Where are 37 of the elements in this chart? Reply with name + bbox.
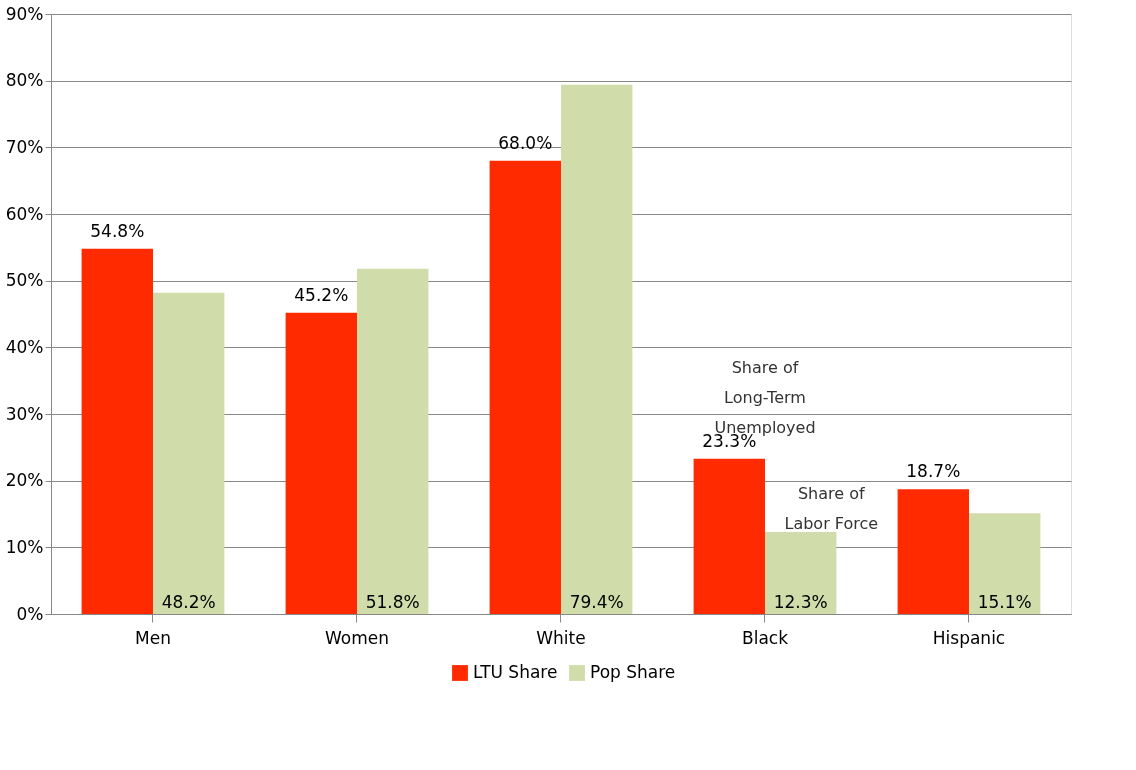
x-tick-label: Black (742, 627, 789, 648)
legend-label: Pop Share (590, 662, 676, 682)
data-label: 68.0% (498, 132, 553, 153)
bar (285, 312, 357, 614)
annotation: Share of Labor Force (784, 484, 879, 533)
bar (897, 489, 969, 614)
bar (561, 84, 633, 614)
y-tick-label: 70% (5, 136, 44, 157)
y-tick-label: 60% (5, 203, 44, 224)
data-label: 51.8% (365, 592, 420, 612)
x-tick-label: Women (324, 627, 390, 648)
data-label: 18.7% (906, 461, 961, 482)
data-label: 54.8% (90, 220, 145, 241)
y-tick-label: 90% (5, 3, 44, 24)
data-label: 15.1% (977, 592, 1032, 612)
bar (153, 292, 225, 614)
bar (693, 458, 765, 614)
data-label: 48.2% (161, 592, 216, 612)
data-label: 12.3% (773, 592, 828, 612)
x-tick-label: White (536, 627, 586, 648)
x-tick-label: Hispanic (932, 627, 1006, 648)
y-tick-label: 0% (16, 603, 44, 624)
data-label: 79.4% (569, 592, 624, 612)
y-tick-label: 30% (5, 403, 44, 424)
bar (81, 248, 153, 614)
y-tick-label: 10% (5, 536, 44, 557)
x-tick-label: Men (135, 627, 171, 648)
bar (357, 268, 429, 614)
bar (969, 513, 1041, 614)
y-tick-label: 40% (5, 336, 44, 357)
y-tick-label: 20% (5, 470, 44, 491)
legend-label: LTU Share (473, 662, 558, 682)
y-tick-label: 80% (5, 70, 44, 91)
bar (765, 532, 837, 614)
bar (489, 160, 561, 614)
data-label: 45.2% (294, 284, 349, 305)
y-tick-label: 50% (5, 270, 44, 291)
